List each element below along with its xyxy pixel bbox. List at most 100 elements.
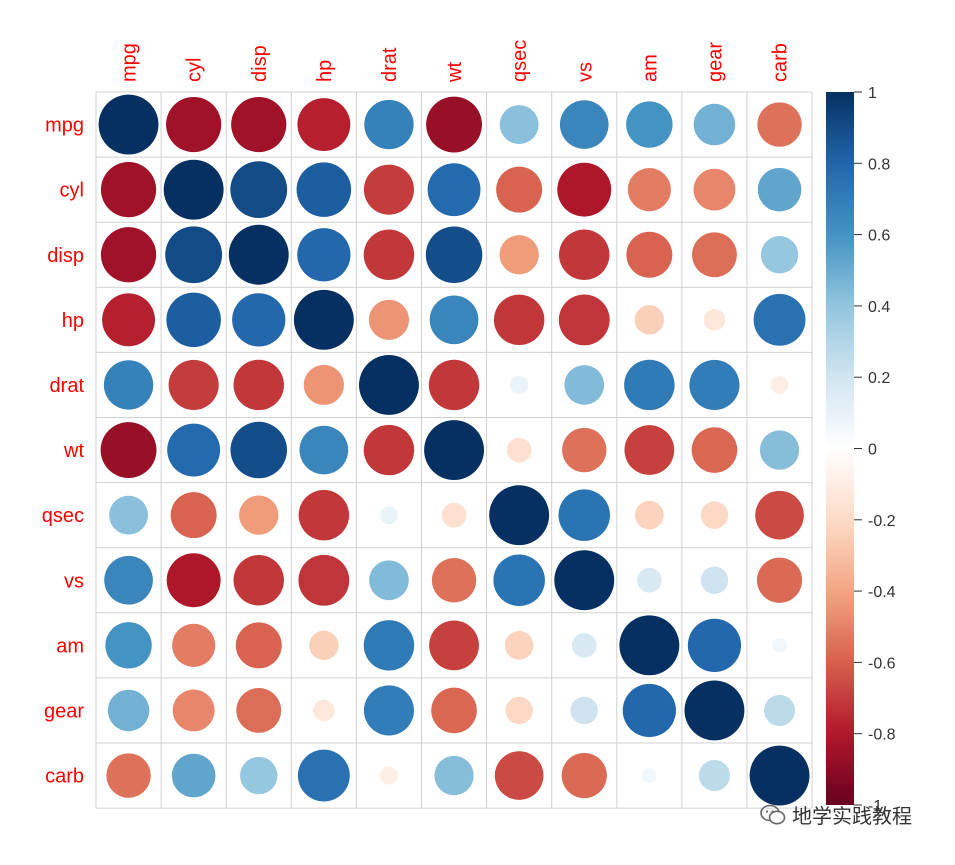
corr-circle-cyl-disp [230, 161, 288, 219]
corr-circle-drat-disp [233, 359, 284, 411]
corr-circle-gear-disp [236, 688, 282, 733]
row-label-hp: hp [62, 310, 84, 332]
col-label-drat: drat [379, 47, 401, 82]
corr-circle-drat-drat [359, 355, 419, 415]
watermark: 地学实践教程 [760, 800, 912, 829]
corr-circle-carb-vs [561, 752, 607, 799]
row-label-drat: drat [50, 375, 85, 397]
corr-circle-hp-hp [293, 289, 354, 350]
row-label-carb: carb [45, 766, 84, 788]
watermark-text: 地学实践教程 [792, 804, 912, 828]
corr-circle-cyl-carb [757, 167, 802, 212]
corr-circle-cyl-drat [363, 164, 415, 215]
corr-circle-disp-drat [363, 229, 415, 280]
row-label-gear: gear [44, 700, 84, 722]
corr-circle-hp-carb [753, 293, 806, 346]
corr-circle-qsec-cyl [170, 492, 217, 539]
colorbar-tick-label: -0.4 [868, 584, 896, 601]
corr-circle-gear-wt [431, 687, 477, 734]
corr-circle-mpg-cyl [166, 96, 222, 153]
corr-circle-disp-mpg [100, 227, 157, 283]
corr-circle-hp-vs [558, 294, 610, 346]
corr-circle-qsec-wt [441, 502, 467, 528]
corr-circle-qsec-hp [298, 489, 350, 541]
col-label-qsec: qsec [509, 40, 531, 82]
corr-circle-disp-carb [760, 236, 799, 274]
corr-circle-wt-carb [759, 430, 800, 470]
corr-circle-qsec-gear [700, 501, 729, 529]
corr-circle-drat-hp [303, 364, 344, 406]
corr-circle-gear-qsec [505, 696, 533, 725]
corr-circle-wt-wt [424, 420, 484, 480]
corr-circle-hp-cyl [166, 292, 221, 348]
colorbar-tick-label: 0.2 [868, 370, 890, 387]
corr-circle-drat-mpg [103, 360, 154, 410]
col-label-carb: carb [770, 43, 792, 82]
corr-circle-vs-drat [369, 560, 409, 601]
corr-circle-cyl-hp [296, 162, 352, 217]
corr-circle-mpg-am [626, 101, 673, 148]
corr-circle-drat-vs [564, 365, 605, 405]
corr-circle-hp-drat [368, 299, 410, 340]
corr-circle-mpg-wt [426, 96, 482, 153]
corr-circle-wt-disp [230, 421, 287, 479]
corr-circle-cyl-gear [693, 168, 736, 211]
corr-circle-cyl-qsec [496, 166, 543, 213]
corr-circle-mpg-mpg [98, 94, 159, 155]
corr-circle-am-drat [363, 620, 415, 671]
corr-circle-qsec-carb [755, 490, 804, 540]
corr-circle-drat-cyl [168, 359, 219, 411]
corr-circle-vs-mpg [104, 555, 153, 605]
corr-circle-disp-am [626, 231, 673, 278]
colorbar [826, 92, 854, 805]
corr-circle-drat-gear [689, 359, 740, 411]
col-label-am: am [639, 54, 661, 82]
col-label-wt: wt [444, 62, 466, 83]
corr-circle-hp-mpg [102, 293, 155, 347]
corr-circle-gear-carb [763, 694, 796, 727]
corr-circle-gear-drat [363, 685, 415, 736]
corr-circle-qsec-am [634, 500, 664, 530]
corr-circle-cyl-mpg [100, 162, 157, 218]
corr-circle-wt-cyl [167, 423, 221, 477]
corr-circle-am-am [619, 615, 680, 676]
corr-circle-wt-qsec [506, 437, 532, 463]
colorbar-tick-label: 0.4 [868, 299, 890, 316]
corr-circle-wt-mpg [100, 422, 157, 478]
colorbar-tick-label: 0 [868, 442, 877, 459]
corr-circle-qsec-disp [239, 495, 279, 535]
corr-circle-hp-wt [429, 295, 479, 345]
corr-circle-carb-wt [434, 755, 474, 796]
corr-circle-gear-am [622, 683, 676, 738]
corr-circle-qsec-vs [558, 489, 611, 541]
corr-circle-mpg-hp [297, 98, 351, 151]
corr-circle-cyl-cyl [163, 159, 224, 220]
corr-circle-disp-vs [559, 229, 610, 280]
corr-circle-am-disp [235, 622, 282, 669]
corr-circle-drat-wt [428, 359, 480, 411]
corr-circle-vs-wt [431, 558, 477, 603]
corr-circle-drat-qsec [510, 375, 529, 394]
corr-circle-wt-vs [562, 427, 607, 473]
row-label-mpg: mpg [45, 115, 84, 137]
corr-circle-am-hp [309, 630, 339, 661]
corr-circle-carb-mpg [106, 753, 151, 798]
corr-circle-disp-disp [228, 224, 289, 285]
corr-circle-vs-carb [756, 557, 803, 603]
corr-circle-vs-gear [700, 566, 729, 594]
corr-circle-drat-am [624, 359, 675, 411]
corr-circle-vs-am [637, 567, 662, 593]
corr-circle-qsec-mpg [109, 495, 148, 535]
row-label-qsec: qsec [42, 505, 84, 527]
corr-circle-vs-hp [298, 554, 350, 606]
corr-circle-disp-hp [297, 228, 351, 282]
corr-circle-hp-disp [232, 293, 286, 347]
col-label-disp: disp [249, 45, 271, 82]
corr-circle-vs-vs [554, 550, 615, 611]
row-label-disp: disp [47, 245, 84, 267]
wechat-icon [760, 804, 786, 824]
corr-circle-gear-vs [570, 696, 598, 725]
colorbar-tick-label: -1 [868, 798, 882, 815]
row-label-am: am [56, 635, 84, 657]
